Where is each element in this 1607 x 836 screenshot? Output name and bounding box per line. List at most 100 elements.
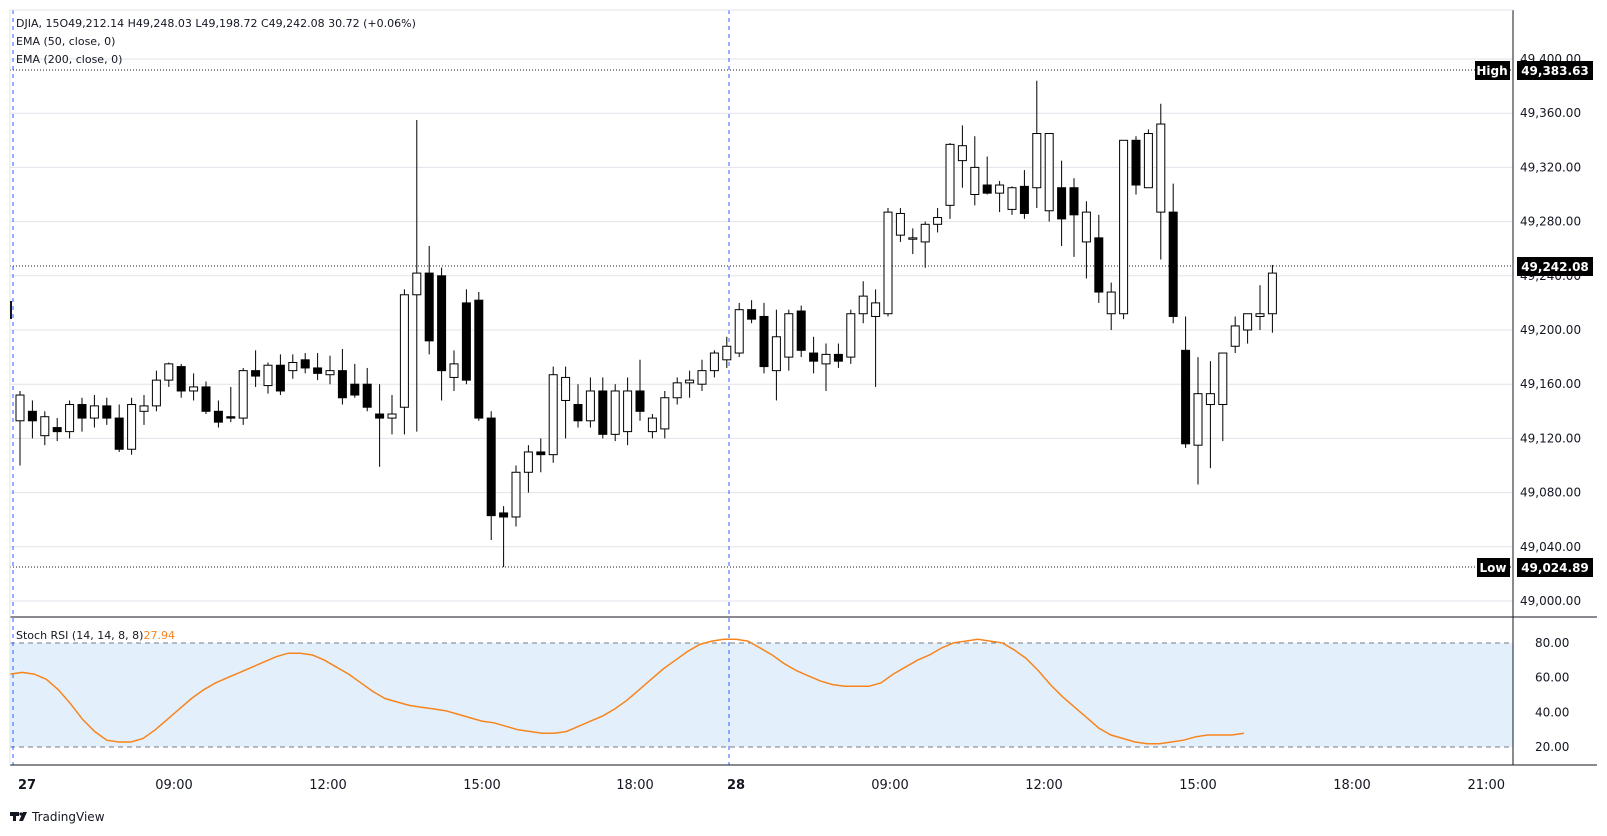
candle [27,400,37,439]
candle [226,386,236,423]
candle [1069,178,1079,257]
candle [486,411,496,541]
oscillator-tick-label: 60.00 [1535,671,1569,685]
legend-interval: 15 [45,17,59,30]
candle [1019,170,1029,219]
candle-body-up [263,364,273,387]
candle [1267,264,1277,333]
candle-body-up [1156,123,1166,213]
time-tick-label: 18:00 [1333,778,1370,793]
candle-body-up [1007,187,1017,210]
high-value-box [1517,61,1593,80]
oscillator-band [10,643,1513,747]
time-tick-label: 12:00 [309,778,346,793]
candle [895,208,905,242]
candle [1168,183,1178,324]
time-tick-label: 12:00 [1025,778,1062,793]
candle [151,370,161,412]
candle-body-up [734,309,744,354]
candle-body-down [1057,187,1067,220]
candle-body-down [1094,237,1104,293]
candle [89,395,99,428]
candle-body-down [809,352,819,362]
candle-body-down [424,272,434,342]
candle [461,289,471,385]
candle [957,125,967,188]
time-tick-label: 09:00 [871,778,908,793]
candle-body-down [759,315,769,368]
candle [288,354,298,379]
candle-body-down [982,184,992,194]
candle [598,377,608,439]
candle [846,309,856,364]
oscillator-value: 27.94 [143,629,175,642]
legend-symbol-ohlc[interactable]: DJIA, 15O49,212.14 H49,248.03 L49,198.72… [16,17,416,30]
candle [412,119,422,432]
candle [821,343,831,391]
candle-body-down [833,353,843,362]
candle [1081,201,1091,279]
legend-ema-50[interactable]: EMA (50, close, 0) [16,35,115,48]
legend-ohlc: O49,212.14 H49,248.03 L49,198.72 C49,242… [59,17,415,30]
candle [437,267,447,401]
candle [858,281,868,324]
price-tick-label: 49,000.00 [1520,594,1581,608]
candle-body-up [1267,272,1277,315]
candle-body-up [647,417,657,433]
candle [771,309,781,401]
candle [1205,361,1215,469]
candle-body-down [499,512,509,518]
high-label-box [1475,61,1510,80]
candle-body-down [437,275,447,372]
candle-body-up [151,379,161,407]
legend-ema-200[interactable]: EMA (200, close, 0) [16,53,122,66]
candle-body-down [201,386,211,412]
candle [1131,136,1141,195]
oscillator-label: Stoch RSI (14, 14, 8, 8) [16,629,143,642]
candle [1156,103,1166,260]
candle [759,302,769,374]
candle [1193,357,1203,485]
last-value: 49,242.08 [1521,260,1589,274]
candle-body-up [523,451,533,473]
candle-body-up [858,295,868,315]
candle [424,245,434,355]
price-tick-label: 49,320.00 [1520,160,1581,174]
candle-body-down [176,366,186,392]
price-tick-label: 49,200.00 [1520,323,1581,337]
candle [970,136,980,206]
tradingview-logo-icon [10,812,27,821]
candle [920,221,930,268]
candle-body-down [461,302,471,381]
low-label-box [1477,558,1510,577]
candle [275,354,285,396]
left-scroll-handle[interactable] [10,301,12,319]
price-axis-labels: 49,000.00 49,040.00 49,080.00 49,120.00 49,1… [1520,52,1581,608]
candle-body-up [1044,133,1054,212]
candle [647,414,657,439]
candle-body-down [27,410,37,422]
candle [1119,139,1129,320]
candle [796,305,806,358]
candle [722,336,732,368]
candle [313,353,323,381]
candle [300,353,310,374]
watermark-text: TradingView [31,810,105,824]
time-tick-label: 09:00 [155,778,192,793]
candle [474,292,484,421]
candle [747,300,757,324]
candle [263,362,273,394]
high-value: 49,383.63 [1521,64,1589,78]
candle-body-up [1032,133,1042,189]
low-value: 49,024.89 [1521,561,1589,575]
candle [660,390,670,439]
candle-body-down [362,383,372,408]
oscillator-legend[interactable]: Stoch RSI (14, 14, 8, 8)27.94 [16,629,175,642]
time-tick-label: 21:00 [1468,778,1505,793]
high-badge: High 49,383.63 [1475,61,1593,80]
candle-body-up [970,166,980,195]
candle [52,418,62,442]
price-tick-label: 49,080.00 [1520,486,1581,500]
candle [883,208,893,317]
